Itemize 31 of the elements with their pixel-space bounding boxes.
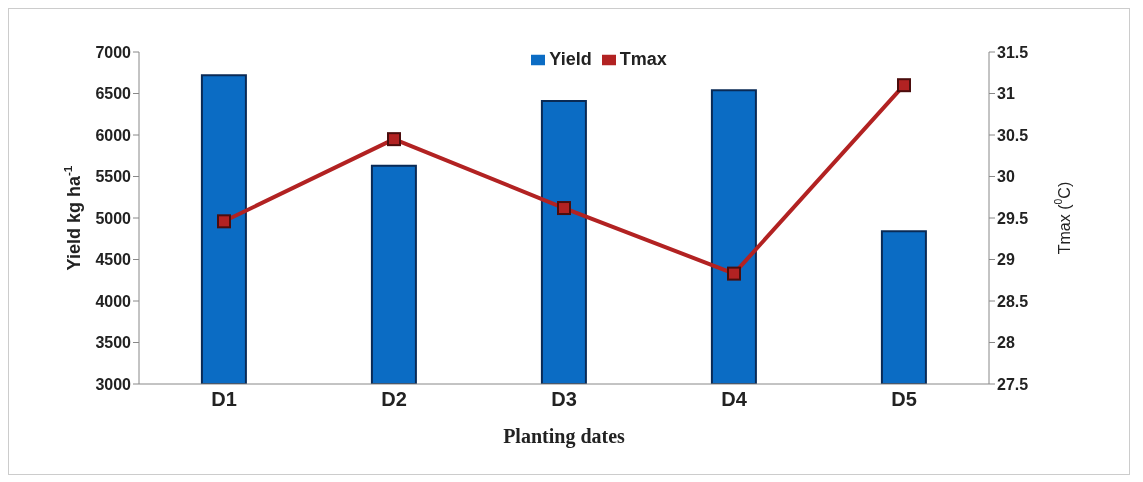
legend-label: Tmax <box>619 49 667 69</box>
y2-tick-label: 28.5 <box>997 292 1029 310</box>
y-tick-label: 6000 <box>95 126 132 144</box>
y-tick-label: 3000 <box>95 375 132 393</box>
point <box>727 266 741 281</box>
y-tick-label: 6500 <box>95 85 132 103</box>
y-tick-label: 4500 <box>95 251 132 269</box>
point <box>557 201 571 216</box>
y2-tick-label: 28 <box>997 334 1015 352</box>
x-tick-label: D1 <box>211 388 237 411</box>
y2-tick-label: 27.5 <box>997 375 1029 393</box>
point <box>217 214 231 229</box>
point <box>897 78 911 93</box>
y-tick-label: 3500 <box>95 334 132 352</box>
y2-tick-label: 31 <box>997 85 1015 103</box>
y-tick-label: 4000 <box>95 292 132 310</box>
y2-tick-label: 30.5 <box>997 126 1029 144</box>
y-tick-label: 7000 <box>95 43 132 61</box>
x-tick-label: D5 <box>891 388 917 411</box>
y2-tick-label: 30 <box>997 168 1015 186</box>
x-tick-label: D3 <box>551 388 577 411</box>
point <box>387 132 401 147</box>
legend-label: Yield <box>549 49 592 69</box>
y-tick-label: 5500 <box>95 168 132 186</box>
y2-tick-label: 29 <box>997 251 1015 269</box>
x-tick-label: D4 <box>721 388 748 411</box>
x-tick-label: D2 <box>381 388 407 411</box>
y2-tick-label: 31.5 <box>997 43 1029 61</box>
x-axis-title: Planting dates <box>503 425 626 448</box>
y-tick-label: 5000 <box>95 209 132 227</box>
y2-tick-label: 29.5 <box>997 209 1029 227</box>
